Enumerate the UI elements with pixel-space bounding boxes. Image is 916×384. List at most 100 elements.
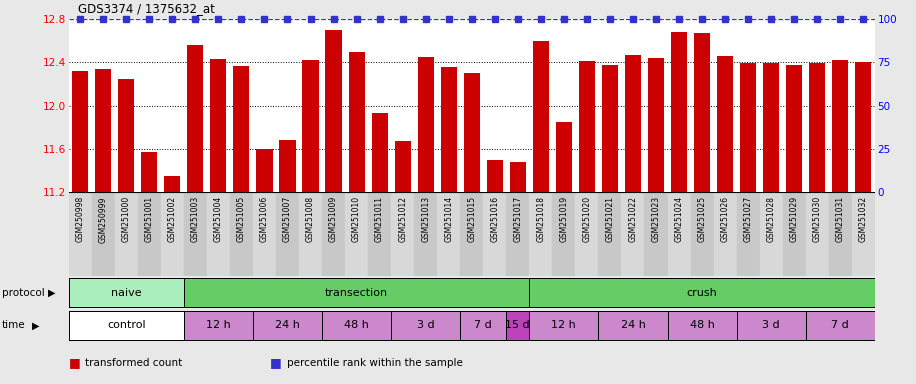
Bar	[95, 69, 112, 192]
Bar	[368, 192, 391, 276]
Bar	[184, 278, 529, 308]
Bar	[556, 122, 572, 192]
Bar	[856, 63, 871, 192]
Bar	[602, 65, 618, 192]
Bar	[207, 192, 230, 276]
Bar	[694, 33, 710, 192]
Text: percentile rank within the sample: percentile rank within the sample	[287, 358, 463, 368]
Bar	[441, 67, 457, 192]
Bar	[276, 192, 299, 276]
Text: GSM251032: GSM251032	[859, 196, 867, 242]
Text: GSM251028: GSM251028	[767, 196, 776, 242]
Text: GSM251024: GSM251024	[674, 196, 683, 242]
Bar	[621, 192, 645, 276]
Bar	[740, 63, 757, 192]
Text: ■: ■	[69, 356, 84, 369]
Bar	[671, 32, 687, 192]
Text: ▶: ▶	[32, 320, 39, 331]
Bar	[486, 160, 503, 192]
Bar	[529, 278, 875, 308]
Bar	[645, 192, 668, 276]
Bar	[736, 192, 759, 276]
Bar	[114, 192, 137, 276]
Bar	[187, 45, 203, 192]
Text: time: time	[2, 320, 26, 331]
Text: GSM251010: GSM251010	[352, 196, 361, 242]
Bar	[256, 149, 273, 192]
Bar	[69, 192, 92, 276]
Bar	[668, 311, 736, 340]
Text: GSM251007: GSM251007	[283, 196, 292, 242]
Bar	[137, 192, 161, 276]
Text: 24 h: 24 h	[620, 320, 646, 331]
Bar	[507, 311, 529, 340]
Bar	[391, 311, 460, 340]
Text: protocol: protocol	[2, 288, 45, 298]
Text: GSM251008: GSM251008	[306, 196, 315, 242]
Text: 7 d: 7 d	[832, 320, 849, 331]
Bar	[809, 63, 825, 192]
Bar	[69, 311, 184, 340]
Text: GSM251004: GSM251004	[214, 196, 223, 242]
Bar	[418, 57, 434, 192]
Bar	[69, 278, 184, 308]
Bar	[782, 192, 806, 276]
Bar	[529, 192, 552, 276]
Text: GSM251006: GSM251006	[260, 196, 269, 242]
Bar	[437, 192, 460, 276]
Text: GSM250998: GSM250998	[76, 196, 84, 242]
Text: GSM251025: GSM251025	[698, 196, 706, 242]
Bar	[391, 192, 414, 276]
Bar	[253, 311, 322, 340]
Bar	[460, 311, 507, 340]
Bar	[852, 192, 875, 276]
Bar	[372, 113, 387, 192]
Bar	[533, 41, 549, 192]
Text: GSM251001: GSM251001	[145, 196, 154, 242]
Text: GSM250999: GSM250999	[99, 196, 108, 243]
Bar	[759, 192, 782, 276]
Text: GSM251018: GSM251018	[537, 196, 545, 242]
Text: GSM251000: GSM251000	[122, 196, 131, 242]
Bar	[598, 311, 668, 340]
Text: GSM251013: GSM251013	[421, 196, 431, 242]
Text: GSM251030: GSM251030	[812, 196, 822, 242]
Text: GSM251019: GSM251019	[560, 196, 568, 242]
Bar	[529, 311, 598, 340]
Bar	[806, 192, 829, 276]
Bar	[230, 192, 253, 276]
Bar	[832, 60, 848, 192]
Bar	[141, 152, 158, 192]
Bar	[299, 192, 322, 276]
Bar	[625, 55, 641, 192]
Bar	[463, 73, 480, 192]
Bar	[184, 192, 207, 276]
Text: GSM251023: GSM251023	[651, 196, 660, 242]
Bar	[161, 192, 184, 276]
Bar	[691, 192, 714, 276]
Bar	[575, 192, 598, 276]
Bar	[579, 61, 595, 192]
Text: 7 d: 7 d	[474, 320, 492, 331]
Text: crush: crush	[687, 288, 717, 298]
Text: 24 h: 24 h	[275, 320, 300, 331]
Bar	[345, 192, 368, 276]
Bar	[648, 58, 664, 192]
Text: GSM251011: GSM251011	[376, 196, 384, 242]
Text: GSM251027: GSM251027	[744, 196, 753, 242]
Text: GSM251005: GSM251005	[237, 196, 245, 242]
Text: 12 h: 12 h	[551, 320, 576, 331]
Bar	[736, 311, 806, 340]
Text: GSM251020: GSM251020	[583, 196, 592, 242]
Text: GSM251003: GSM251003	[191, 196, 200, 242]
Text: 3 d: 3 d	[762, 320, 780, 331]
Bar	[302, 60, 319, 192]
Text: control: control	[107, 320, 146, 331]
Text: GSM251002: GSM251002	[168, 196, 177, 242]
Bar	[460, 192, 484, 276]
Bar	[598, 192, 621, 276]
Bar	[714, 192, 736, 276]
Bar	[322, 311, 391, 340]
Text: GSM251015: GSM251015	[467, 196, 476, 242]
Text: GSM251014: GSM251014	[444, 196, 453, 242]
